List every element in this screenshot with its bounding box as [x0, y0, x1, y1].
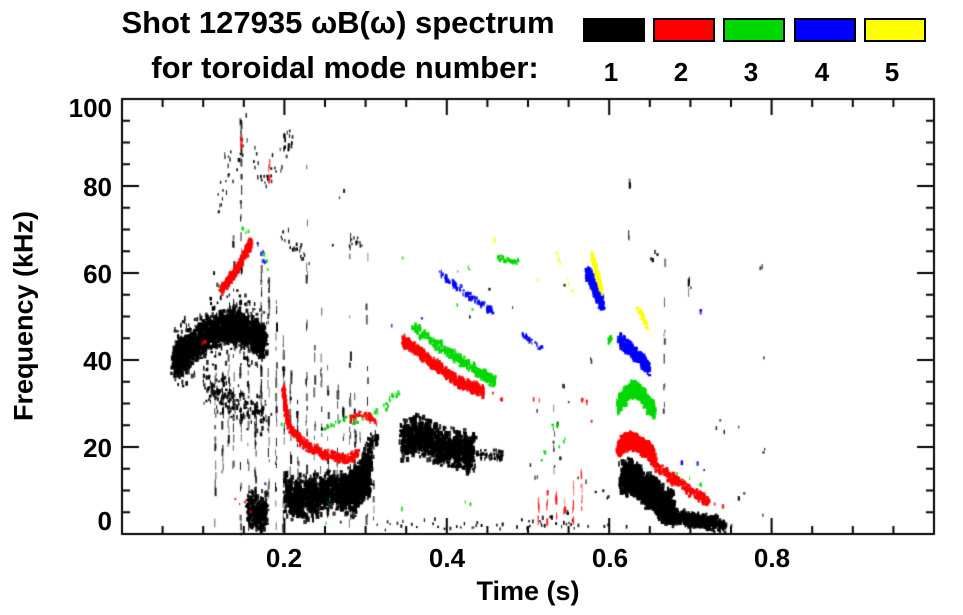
x-tick-label-0p6: 0.6	[591, 543, 629, 573]
legend-swatch-mode3	[723, 18, 785, 42]
y-tick-label-20: 20	[83, 433, 112, 463]
legend-label-mode3: 3	[743, 57, 759, 87]
legend-swatch-mode5	[864, 18, 926, 42]
plot-title-line2: for toroidal mode number:	[151, 50, 539, 85]
plot-title-line1: Shot 127935 ωB(ω) spectrum	[121, 5, 555, 40]
legend-label-mode2: 2	[673, 57, 689, 87]
x-tick-label-0p4: 0.4	[428, 543, 466, 573]
legend-label-mode5: 5	[884, 57, 900, 87]
y-axis-title: Frequency (kHz)	[8, 210, 39, 422]
legend-swatch-mode2	[653, 18, 715, 42]
x-axis-title: Time (s)	[476, 576, 580, 606]
x-tick-label-0p2: 0.2	[265, 543, 303, 573]
x-tick-label-0p8: 0.8	[753, 543, 791, 573]
y-tick-label-60: 60	[83, 259, 112, 289]
legend-swatch-mode1	[583, 18, 645, 42]
legend-label-mode4: 4	[814, 57, 830, 87]
y-tick-label-40: 40	[83, 346, 112, 376]
y-tick-label-80: 80	[83, 172, 112, 202]
legend-swatch-mode4	[794, 18, 856, 42]
legend-label-mode1: 1	[603, 57, 619, 87]
y-tick-label-100: 100	[68, 93, 112, 123]
y-tick-label-0: 0	[97, 506, 112, 536]
